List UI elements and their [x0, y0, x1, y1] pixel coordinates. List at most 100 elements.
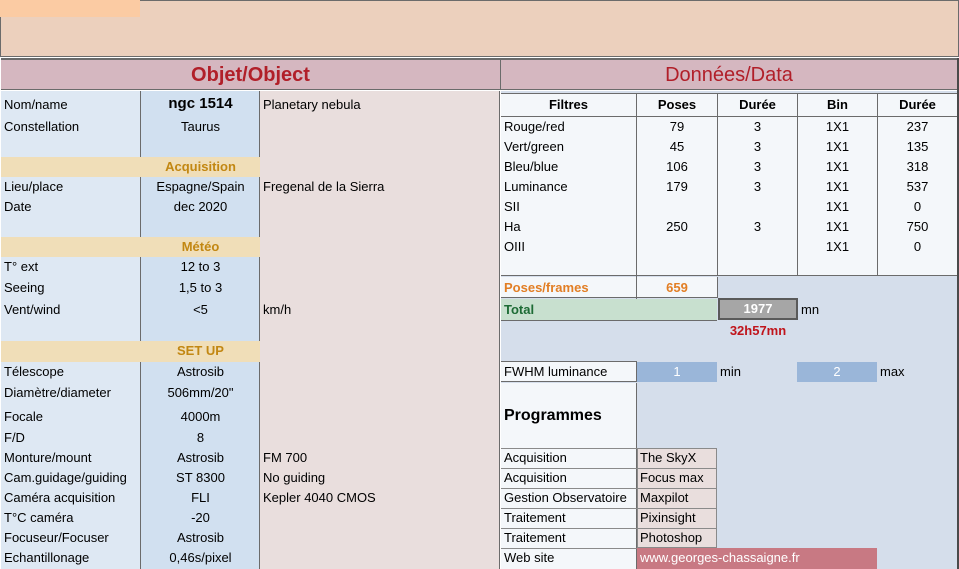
value-temp-ext: 12 to 3: [180, 259, 221, 274]
orange-tab: [0, 0, 140, 17]
note-wind: km/h: [263, 302, 292, 317]
programme-row-line: [501, 448, 717, 449]
website-link-bg[interactable]: www.georges-chassaigne.fr: [637, 548, 877, 569]
filter-bin: 1X1: [825, 139, 850, 154]
fwhm-min-field[interactable]: 1: [637, 362, 717, 382]
programme-row-line: [501, 508, 717, 509]
table-divider: [636, 277, 637, 298]
programmes-block: [501, 383, 637, 569]
fwhm-max-field[interactable]: 2: [797, 362, 877, 382]
programme-row-line: [501, 468, 717, 469]
note-place: Fregenal de la Sierra: [263, 179, 385, 194]
label-diameter: Diamètre/diameter: [4, 385, 111, 400]
col-header-bin: Bin: [827, 97, 848, 112]
section-meteo: Météo: [181, 239, 220, 254]
filter-total: 537: [906, 179, 929, 194]
label-seeing: Seeing: [4, 280, 45, 295]
total-unit: mn: [801, 302, 820, 317]
label-guiding: Cam.guidage/guiding: [4, 470, 127, 485]
label-sampling: Echantillonage: [4, 550, 90, 565]
programmes-title: Programmes: [504, 407, 602, 424]
note-name: Planetary nebula: [263, 97, 361, 112]
col-header-poses: Poses: [657, 97, 697, 112]
fwhm-max-value: 2: [833, 364, 841, 379]
programme-task: Acquisition: [504, 450, 567, 465]
section-acquisition: Acquisition: [165, 159, 236, 174]
programme-row-line: [501, 548, 717, 549]
programme-software: Focus max: [640, 470, 704, 485]
label-place: Lieu/place: [4, 179, 64, 194]
acquisition-band: [1, 157, 260, 177]
setup-band: [1, 341, 260, 362]
total-row-bg: [501, 299, 717, 321]
value-mount: Astrosib: [177, 450, 224, 465]
programme-row-line: [501, 528, 717, 529]
filter-poses: 250: [666, 219, 688, 234]
value-guiding: ST 8300: [176, 470, 225, 485]
filter-poses: 106: [666, 159, 688, 174]
programme-software: The SkyX: [640, 450, 697, 465]
label-telescope: Télescope: [4, 364, 64, 379]
value-wind: <5: [193, 302, 208, 317]
filter-duration: 3: [753, 159, 762, 174]
note-camera: Kepler 4040 CMOS: [263, 490, 376, 505]
label-focal: Focale: [4, 409, 44, 424]
filter-total: 750: [906, 219, 929, 234]
filter-poses: 79: [669, 119, 685, 134]
value-diameter: 506mm/20": [167, 385, 234, 400]
top-band: [0, 0, 959, 57]
fwhm-label-bg: [501, 361, 637, 382]
filter-total: 318: [906, 159, 929, 174]
value-focuser: Astrosib: [177, 530, 224, 545]
label-temp-ext: T° ext: [4, 259, 39, 274]
filter-poses: 45: [669, 139, 685, 154]
fwhm-label: FWHM luminance: [504, 364, 608, 379]
label-focuser: Focuseur/Focuser: [4, 530, 109, 545]
total-label: Total: [504, 302, 535, 317]
programme-task: Gestion Observatoire: [504, 490, 627, 505]
right-border: [957, 58, 959, 569]
label-mount: Monture/mount: [4, 450, 92, 465]
programme-task: Traitement: [504, 530, 566, 545]
filter-bin: 1X1: [825, 199, 850, 214]
section-setup: SET UP: [177, 343, 224, 358]
total-value-box[interactable]: 1977: [718, 298, 798, 320]
total-value: 1977: [743, 301, 773, 316]
table-header-line: [501, 116, 957, 117]
programme-software: Photoshop: [640, 530, 703, 545]
total-hours: 32h57mn: [729, 323, 787, 338]
filter-bin: 1X1: [825, 239, 850, 254]
col-header-duration: Durée: [739, 97, 776, 112]
filter-duration: 3: [753, 219, 762, 234]
filter-total: 135: [906, 139, 929, 154]
filter-poses: 179: [666, 179, 688, 194]
programme-software: Pixinsight: [640, 510, 696, 525]
value-camera: FLI: [191, 490, 210, 505]
value-focal: 4000m: [180, 409, 221, 424]
poses-frames-value: 659: [666, 280, 688, 295]
fwhm-min-value: 1: [673, 364, 681, 379]
table-divider: [717, 93, 718, 276]
website-label: Web site: [504, 550, 555, 565]
table-divider: [797, 93, 798, 276]
label-fd: F/D: [4, 430, 25, 445]
object-header: Objet/Object: [1, 58, 500, 90]
note-guiding: No guiding: [263, 470, 326, 485]
poses-frames-label: Poses/frames: [504, 280, 589, 295]
website-link[interactable]: www.georges-chassaigne.fr: [640, 550, 800, 565]
label-constellation: Constellation: [4, 119, 80, 134]
value-date: dec 2020: [173, 199, 228, 214]
filter-name: Luminance: [504, 179, 568, 194]
data-title: Données/Data: [665, 64, 793, 86]
label-wind: Vent/wind: [4, 302, 61, 317]
table-divider: [877, 93, 878, 276]
value-place: Espagne/Spain: [156, 179, 245, 194]
label-camera: Caméra acquisition: [4, 490, 116, 505]
label-name: Nom/name: [4, 97, 68, 112]
filter-bin: 1X1: [825, 179, 850, 194]
value-name: ngc 1514: [168, 95, 233, 112]
value-camera-temp: -20: [191, 510, 210, 525]
table-divider: [717, 277, 718, 298]
value-telescope: Astrosib: [177, 364, 224, 379]
value-sampling: 0,46s/pixel: [169, 550, 232, 565]
